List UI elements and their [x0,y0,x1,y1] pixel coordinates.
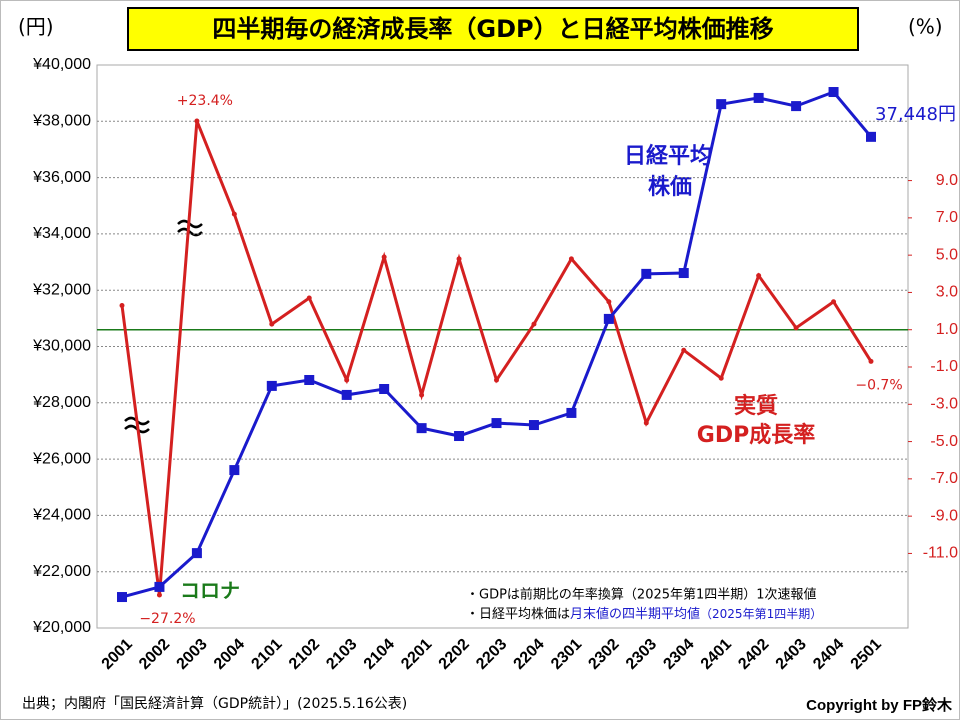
marker [154,581,165,592]
marker [831,299,837,305]
y2-tick-label: 7.0 [936,209,958,226]
annotation: 実質 [734,393,778,419]
value-label: −0.7% [855,377,902,393]
y2-tick-label: -1.0 [930,358,958,375]
marker [229,465,240,476]
marker [416,423,427,434]
y2-tick-label: -3.0 [930,396,958,413]
marker [793,325,799,331]
note-part: ・日経平均株価は [466,607,570,622]
marker [641,268,652,279]
y-tick-label: ¥36,000 [32,169,91,186]
note: ・GDPは前期比の年率換算（2025年第1四半期）1次速報値 [466,587,817,603]
marker [266,380,277,391]
marker [718,375,724,381]
marker [756,273,762,279]
y-tick-label: ¥26,000 [32,450,91,467]
value-label: 37,448円 [875,104,956,125]
marker [678,268,689,279]
y-tick-label: ¥30,000 [32,338,91,355]
y2-tick-label: 3.0 [936,284,958,301]
y2-tick-label: 1.0 [936,321,958,338]
marker [681,347,687,353]
marker [344,377,350,383]
y-tick-label: ¥32,000 [32,281,91,298]
marker [156,592,162,598]
marker [119,302,125,308]
marker [716,99,727,110]
y2-tick-label: -9.0 [930,507,958,524]
y-tick-label: ¥24,000 [32,507,91,524]
marker [531,321,537,327]
y-tick-label: ¥22,000 [32,563,91,580]
marker [454,431,465,442]
marker [494,377,499,383]
marker [566,407,577,418]
marker [341,389,352,400]
marker [381,254,387,260]
title-box [127,7,859,51]
y2-tick-label: 9.0 [936,172,958,189]
annotation: GDP成長率 [697,422,815,448]
chart-title: 四半期毎の経済成長率（GDP）と日経平均株価推移 [212,15,773,43]
marker [231,211,237,217]
marker [528,420,539,431]
y-tick-label: ¥28,000 [32,394,91,411]
marker [866,131,876,142]
marker [306,295,312,301]
note-part: （2025年第1四半期） [700,607,822,621]
marker [828,87,839,98]
annotation: 日経平均 [624,143,712,169]
annotation: 株価 [648,175,692,200]
y2-tick-label: -5.0 [930,433,958,450]
marker [194,118,200,124]
marker [379,384,390,395]
marker [868,358,874,364]
marker [456,256,462,262]
marker [643,420,649,426]
marker [603,313,614,324]
copyright: Copyright by FP鈴木 [806,696,953,714]
y2-axis-label: (%) [908,15,943,39]
marker [304,374,315,385]
marker [753,92,764,103]
y-tick-label: ¥38,000 [32,113,91,130]
y-axis-label: (円) [18,15,54,39]
marker [419,392,425,398]
marker [606,299,612,305]
marker [491,418,502,429]
marker [269,321,275,327]
y2-tick-label: -7.0 [930,470,958,487]
annotation: コロナ [180,579,240,603]
note-part: 月末値の四半期平均値 [570,606,700,622]
y-tick-label: ¥20,000 [32,619,91,636]
y-tick-label: ¥40,000 [32,56,91,73]
marker [191,548,202,559]
value-label: +23.4% [177,93,233,109]
value-label: −27.2% [139,611,195,627]
marker [791,101,802,112]
y-tick-label: ¥34,000 [32,225,91,242]
marker [568,256,574,262]
note: ・日経平均株価は月末値の四半期平均値（2025年第1四半期） [466,606,822,622]
marker [117,592,127,603]
y2-tick-label: 5.0 [936,246,958,263]
source: 出典；内閣府「国民経済計算（GDP統計）」(2025.5.16公表) [22,696,407,712]
y2-tick-label: -11.0 [923,545,958,562]
